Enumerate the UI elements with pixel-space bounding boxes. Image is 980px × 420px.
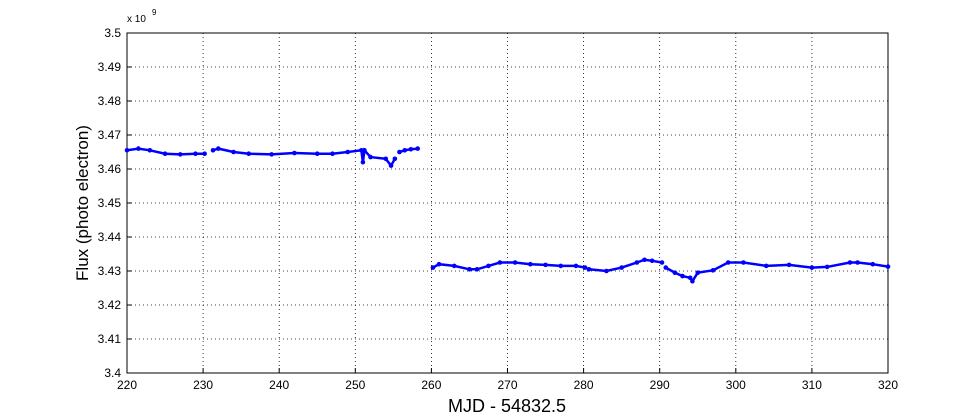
y-axis-label: Flux (photo electron) — [73, 125, 92, 281]
y-tick-label: 3.4 — [104, 366, 121, 380]
data-point — [402, 148, 408, 153]
data-point — [147, 148, 153, 153]
data-point — [360, 159, 366, 165]
data-point — [388, 163, 394, 168]
data-point — [345, 149, 350, 155]
data-point — [451, 263, 457, 269]
data-point — [408, 146, 414, 152]
data-point — [586, 267, 592, 272]
data-point — [392, 156, 398, 162]
data-point — [710, 268, 716, 273]
y-tick-label: 3.5 — [104, 26, 121, 40]
data-point — [436, 261, 442, 267]
data-point — [202, 151, 207, 156]
data-point — [231, 149, 236, 155]
data-point — [124, 148, 130, 153]
y-tick-label: 3.48 — [98, 94, 122, 108]
data-point — [824, 264, 830, 270]
data-point — [292, 150, 297, 156]
x-tick-label: 230 — [193, 378, 213, 392]
data-point — [430, 265, 436, 270]
data-point — [672, 270, 678, 276]
y-exponent-base: x 10 — [127, 14, 146, 25]
data-point — [855, 260, 860, 265]
data-point — [415, 146, 421, 151]
data-point — [497, 260, 503, 265]
x-tick-label: 250 — [345, 378, 365, 392]
data-point — [870, 261, 876, 267]
data-point — [619, 265, 624, 270]
x-tick-label: 220 — [117, 378, 137, 392]
x-tick-label: 290 — [650, 378, 670, 392]
data-point — [809, 265, 815, 270]
data-point — [543, 262, 548, 268]
data-point — [725, 260, 731, 265]
data-point — [741, 260, 746, 265]
x-tick-label: 310 — [802, 378, 822, 392]
x-tick-label: 240 — [269, 378, 289, 392]
x-tick-label: 320 — [878, 378, 898, 392]
data-point — [847, 260, 853, 265]
data-point — [680, 273, 685, 279]
y-tick-label: 3.44 — [98, 230, 122, 244]
data-point — [659, 260, 665, 265]
data-point — [136, 146, 141, 151]
data-point — [642, 257, 647, 263]
data-point — [528, 261, 533, 267]
data-point — [362, 148, 367, 153]
data-point — [663, 265, 669, 270]
data-point — [177, 152, 183, 157]
data-point — [383, 156, 389, 162]
data-point — [210, 148, 216, 153]
data-point — [246, 151, 252, 156]
data-point — [604, 268, 609, 274]
data-point — [786, 262, 792, 268]
data-point — [885, 264, 891, 269]
y-tick-label: 3.42 — [98, 298, 122, 312]
data-point — [397, 149, 402, 155]
data-point — [582, 265, 588, 270]
x-tick-label: 300 — [726, 378, 746, 392]
data-point — [467, 267, 472, 272]
x-tick-label: 280 — [574, 378, 594, 392]
plot-frame — [126, 32, 889, 374]
y-tick-label: 3.43 — [98, 264, 122, 278]
data-point — [330, 151, 335, 156]
data-point — [314, 151, 320, 156]
data-point — [558, 263, 564, 269]
data-point — [474, 267, 480, 272]
y-tick-label: 3.47 — [98, 128, 122, 142]
data-point — [162, 151, 168, 156]
x-axis-label: MJD - 54832.5 — [448, 396, 566, 416]
data-point — [486, 263, 491, 269]
data-point — [634, 260, 640, 265]
x-tick-label: 270 — [497, 378, 517, 392]
data-point — [368, 154, 373, 160]
y-tick-label: 3.49 — [98, 60, 122, 74]
data-point — [763, 263, 769, 269]
data-point — [193, 151, 198, 156]
data-point — [695, 270, 701, 276]
data-point — [269, 152, 274, 157]
y-exponent: 9 — [152, 8, 157, 17]
data-point — [687, 275, 693, 281]
y-tick-label: 3.45 — [98, 196, 122, 210]
x-tick-label: 260 — [421, 378, 441, 392]
data-point — [512, 260, 518, 265]
data-point — [690, 278, 695, 284]
data-point — [649, 258, 655, 264]
y-tick-label: 3.41 — [98, 332, 122, 346]
data-point — [216, 146, 221, 151]
data-point — [573, 263, 579, 269]
y-tick-label: 3.46 — [98, 162, 122, 176]
